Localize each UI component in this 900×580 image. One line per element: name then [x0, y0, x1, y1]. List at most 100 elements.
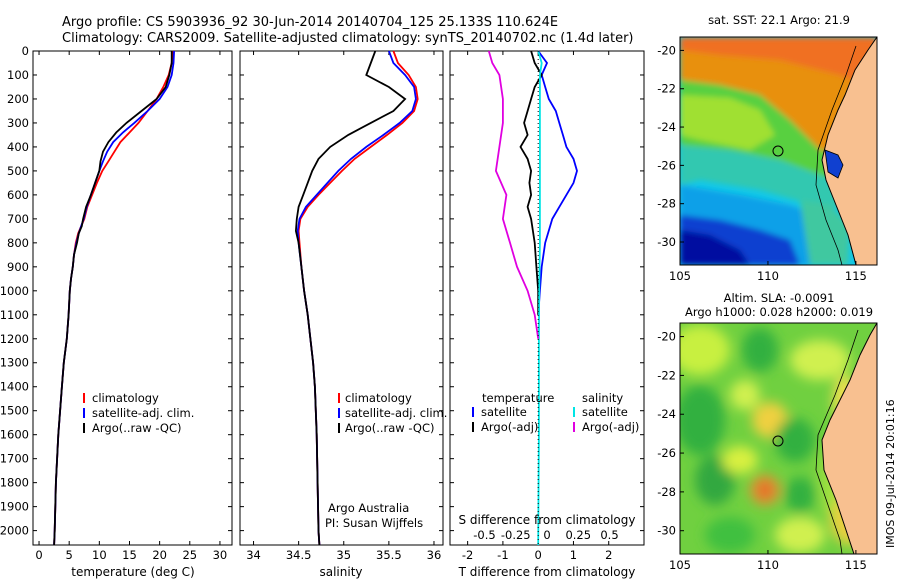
map-x-tick-label: 110 [757, 558, 779, 572]
salinity-legend: climatology satellite-adj. clim. Argo(..… [338, 391, 447, 435]
map-y-tick-label: -24 [657, 120, 676, 134]
x-tick-label: 2 [605, 548, 612, 562]
sst-map-ticks: 105 110 115 -20 -22 -24 -26 -28 -30 [657, 43, 867, 283]
x-tick-label: 15 [122, 548, 137, 562]
x-tick-label: 34 [246, 548, 261, 562]
temperature-panel-frame [32, 50, 233, 546]
series-line-satellite [537, 50, 578, 315]
x-tick-label: 10 [92, 548, 107, 562]
header-line-2: Climatology: CARS2009. Satellite-adjuste… [62, 31, 634, 46]
x-tick-label: 35 [336, 548, 351, 562]
x-tick-label: 30 [213, 548, 228, 562]
map-y-tick-label: -28 [657, 197, 676, 211]
map-y-tick-label: -28 [657, 485, 676, 499]
salinity-plot: 34 34.5 35 35.5 36 [240, 50, 443, 562]
x-tick-label: 5 [66, 548, 73, 562]
legend-label-t-argo: Argo(-adj) [481, 420, 538, 434]
legend-label-climatology: climatology [345, 391, 412, 405]
map-x-tick-label: 105 [669, 558, 691, 572]
sla-argo-marker [772, 435, 784, 447]
legend-label-climatology: climatology [92, 391, 159, 405]
map-y-tick-label: -26 [657, 446, 676, 460]
x-tick-label: 36 [427, 548, 442, 562]
sst-map-frame [679, 36, 878, 266]
x2-tick-label: -0.25 [501, 528, 531, 542]
depth-tick-label: 800 [7, 236, 29, 250]
temperature-plot: 0 5 10 15 20 25 30 [33, 50, 232, 562]
map-y-tick-label: -30 [657, 235, 676, 249]
temperature-legend: climatology satellite-adj. clim. Argo(..… [83, 391, 194, 435]
sst-map [680, 37, 877, 265]
depth-tick-labels: 0 100 200 300 400 500 600 700 800 900 1000 1100 1200… [0, 44, 29, 538]
legend-label-s-satellite: satellite [582, 405, 628, 419]
series-line-climatology [297, 50, 419, 546]
x-tick-label: 20 [152, 548, 167, 562]
credit-line-1: Argo Australia [328, 501, 409, 515]
depth-tick-label: 1400 [0, 380, 29, 394]
legend-title-salinity: salinity [582, 391, 623, 405]
map-x-tick-label: 115 [845, 558, 867, 572]
depth-tick-label: 300 [7, 116, 29, 130]
header-line-1: Argo profile: CS 5903936_92 30-Jun-2014 … [62, 15, 558, 30]
depth-tick-label: 1300 [0, 356, 29, 370]
depth-tick-label: 200 [7, 92, 29, 106]
x2-tick-label: 0.25 [565, 528, 591, 542]
x-tick-label: 34.5 [286, 548, 312, 562]
map-x-tick-label: 110 [757, 269, 779, 283]
map-y-tick-label: -20 [657, 43, 676, 57]
legend-title-temperature: temperature [482, 391, 554, 405]
depth-tick-label: 1600 [0, 428, 29, 442]
x2-tick-label: 0 [543, 528, 550, 542]
sla-map [680, 323, 877, 554]
depth-tick-label: 1500 [0, 404, 29, 418]
sst-map-title: sat. SST: 22.1 Argo: 21.9 [708, 13, 850, 27]
depth-tick-label: 1000 [0, 284, 29, 298]
sla-map-subtitle: Argo h1000: 0.028 h2000: 0.019 [685, 305, 873, 319]
depth-tick-label: 2000 [0, 524, 29, 538]
map-x-tick-label: 115 [845, 269, 867, 283]
depth-tick-label: 900 [7, 260, 29, 274]
series-line-argo-adj- [487, 50, 540, 339]
map-y-tick-label: -20 [657, 330, 676, 344]
x-tick-label: 35.5 [376, 548, 402, 562]
legend-label-t-satellite: satellite [481, 405, 527, 419]
series-line-argo-raw-qc- [53, 51, 173, 546]
x2-tick-label: -0.5 [473, 528, 495, 542]
depth-tick-label: 1200 [0, 332, 29, 346]
legend-label-s-argo: Argo(-adj) [582, 420, 639, 434]
legend-label-argo: Argo(..raw -QC) [345, 421, 435, 435]
series-line-satellite-adj-clim- [296, 50, 417, 546]
map-y-tick-label: -30 [657, 524, 676, 538]
x-tick-label: 1 [570, 548, 577, 562]
sla-map-ticks: 105 110 115 -20 -22 -24 -26 -28 -30 [657, 330, 867, 572]
temperature-xlabel: temperature (deg C) [71, 565, 194, 579]
depth-tick-label: 100 [7, 68, 29, 82]
depth-tick-label: 1900 [0, 500, 29, 514]
depth-tick-label: 1100 [0, 308, 29, 322]
depth-tick-label: 1700 [0, 452, 29, 466]
map-y-tick-label: -22 [657, 368, 676, 382]
series-line-climatology [53, 50, 174, 546]
series-line-argo-adj- [519, 50, 543, 315]
x-tick-label: -1 [497, 548, 508, 562]
difference-xlabel: T difference from climatology [458, 565, 636, 579]
series-line-satellite [537, 50, 543, 546]
salinity-panel-frame [239, 50, 444, 546]
map-y-tick-label: -22 [657, 82, 676, 96]
depth-tick-label: 1800 [0, 476, 29, 490]
map-y-tick-label: -26 [657, 158, 676, 172]
difference-legend: temperature salinity satellite Argo(-adj… [472, 391, 639, 434]
sla-map-title: Altim. SLA: -0.0091 [724, 291, 835, 305]
salinity-xlabel: salinity [319, 565, 362, 579]
x2-tick-label: 0.5 [600, 528, 618, 542]
x-tick-label: 0 [535, 548, 542, 562]
legend-label-satellite: satellite-adj. clim. [345, 406, 447, 420]
credit-line-2: PI: Susan Wijffels [325, 516, 423, 530]
sla-map-frame [679, 322, 878, 555]
sst-argo-marker [772, 145, 784, 157]
x-tick-label: 25 [182, 548, 197, 562]
depth-tick-label: 700 [7, 212, 29, 226]
timestamp-stamp: IMOS 09-Jul-2014 20:01:16 [884, 399, 897, 548]
x-tick-label: -2 [462, 548, 473, 562]
